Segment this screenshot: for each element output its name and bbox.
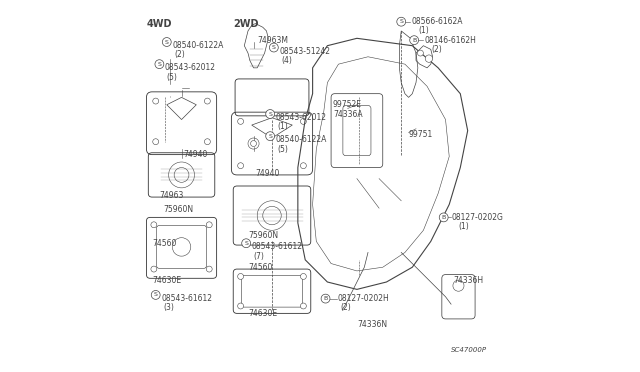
Text: (1): (1) [419, 26, 429, 35]
Text: 75960N: 75960N [163, 205, 193, 215]
Text: S: S [244, 241, 248, 246]
Text: 75960N: 75960N [248, 231, 278, 240]
Circle shape [155, 60, 164, 68]
Circle shape [153, 98, 159, 104]
Text: 08543-61612: 08543-61612 [252, 243, 303, 251]
Circle shape [266, 110, 275, 118]
Text: 08566-6162A: 08566-6162A [411, 17, 463, 26]
Circle shape [237, 118, 244, 124]
Text: (4): (4) [281, 56, 292, 65]
Circle shape [300, 118, 307, 124]
Circle shape [300, 163, 307, 169]
Text: (2): (2) [431, 45, 442, 54]
Text: S: S [165, 39, 169, 45]
Text: S: S [268, 112, 272, 116]
Circle shape [242, 239, 251, 248]
Circle shape [439, 213, 448, 222]
Circle shape [153, 139, 159, 145]
Circle shape [237, 163, 244, 169]
Circle shape [204, 139, 211, 145]
Circle shape [248, 138, 259, 149]
Text: 08540-6122A: 08540-6122A [276, 135, 327, 144]
Text: 08540-6122A: 08540-6122A [172, 41, 224, 50]
Text: 74336A: 74336A [333, 109, 362, 119]
Circle shape [237, 273, 244, 279]
Text: 08543-62012: 08543-62012 [165, 63, 216, 72]
Text: 74940: 74940 [184, 151, 208, 160]
Text: 08543-62012: 08543-62012 [276, 113, 326, 122]
Text: 08127-0202H: 08127-0202H [337, 294, 389, 303]
Circle shape [425, 55, 433, 62]
Circle shape [397, 17, 406, 26]
Text: 99751: 99751 [408, 130, 433, 139]
Text: 74336H: 74336H [453, 276, 483, 285]
Text: 2WD: 2WD [233, 19, 259, 29]
Text: 4WD: 4WD [147, 19, 172, 29]
Text: 74963: 74963 [159, 191, 184, 200]
Text: 74336N: 74336N [357, 320, 387, 329]
Circle shape [151, 222, 157, 228]
Circle shape [237, 303, 244, 309]
Text: 08127-0202G: 08127-0202G [452, 213, 504, 222]
Circle shape [269, 43, 278, 52]
Text: 74630E: 74630E [152, 276, 181, 285]
Text: 08146-6162H: 08146-6162H [424, 36, 476, 45]
Circle shape [206, 266, 212, 272]
Text: 74963M: 74963M [257, 36, 288, 45]
Text: (7): (7) [253, 251, 264, 261]
Text: S: S [399, 19, 403, 24]
Text: B: B [442, 215, 446, 220]
Text: 74560: 74560 [152, 239, 177, 248]
Text: (1): (1) [278, 122, 288, 131]
Text: 08543-61612: 08543-61612 [161, 294, 212, 303]
Circle shape [251, 141, 257, 147]
Circle shape [300, 273, 307, 279]
Text: 99752E: 99752E [333, 100, 362, 109]
Text: (5): (5) [167, 73, 178, 81]
Text: 08543-51242: 08543-51242 [280, 47, 330, 56]
Circle shape [163, 38, 172, 46]
Text: 74940: 74940 [255, 169, 280, 177]
Text: S: S [157, 62, 161, 67]
Circle shape [206, 222, 212, 228]
Circle shape [204, 98, 211, 104]
Text: (2): (2) [174, 51, 185, 60]
Text: B: B [323, 296, 328, 301]
Text: 74560: 74560 [248, 263, 273, 272]
Circle shape [151, 266, 157, 272]
Text: B: B [412, 38, 416, 43]
Text: (1): (1) [458, 222, 469, 231]
Text: SC47000P: SC47000P [451, 347, 487, 353]
Circle shape [321, 294, 330, 303]
Text: 74630E: 74630E [248, 309, 277, 318]
Text: S: S [272, 45, 276, 50]
Text: (3): (3) [163, 303, 174, 312]
Text: S: S [268, 134, 272, 139]
Circle shape [151, 291, 160, 299]
Circle shape [300, 303, 307, 309]
Circle shape [266, 132, 275, 141]
Circle shape [410, 36, 419, 45]
Text: S: S [154, 292, 157, 298]
Text: (5): (5) [278, 145, 289, 154]
Text: (2): (2) [340, 303, 351, 312]
Circle shape [417, 50, 424, 56]
